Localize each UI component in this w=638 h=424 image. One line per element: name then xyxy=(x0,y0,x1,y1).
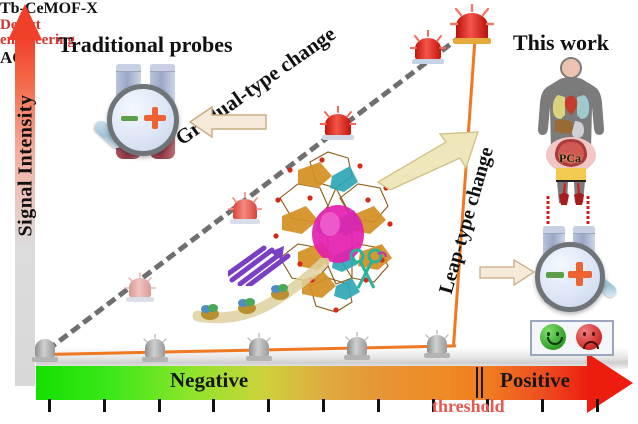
x-axis-tick xyxy=(596,399,599,412)
beacon-off-1 xyxy=(30,334,60,362)
beacon-leap-top xyxy=(450,4,494,44)
result-plus-icon-horizontal xyxy=(568,271,592,278)
arrow-left-to-traditional xyxy=(188,105,268,139)
x-axis-ticks xyxy=(36,399,634,415)
x-axis-label-positive: Positive xyxy=(500,368,570,392)
y-axis: Signal Intensity xyxy=(8,4,42,386)
happy-face-icon xyxy=(540,324,566,350)
sad-face-icon xyxy=(576,324,602,350)
y-axis-arrowhead xyxy=(8,4,42,40)
x-axis-tick xyxy=(431,399,435,412)
beacon-bright-4 xyxy=(320,106,356,140)
excitation-arrows-icon xyxy=(228,245,291,286)
page-title-this-work: This work xyxy=(513,30,609,55)
x-axis xyxy=(36,353,634,413)
y-axis-shaft xyxy=(15,38,35,386)
x-axis-tick xyxy=(48,399,51,412)
verdict-box xyxy=(530,320,614,356)
beacon-off-flat-4 xyxy=(422,330,452,358)
plus-icon-horizontal xyxy=(144,115,166,121)
result-minus-icon xyxy=(546,272,564,278)
arrow-right-to-result xyxy=(478,258,536,287)
traditional-probe-illustration xyxy=(92,60,218,180)
mof-material-label: Tb-CeMOF-X xyxy=(0,0,98,17)
arrow-center-to-leap xyxy=(374,128,482,191)
pca-label: PCa xyxy=(559,151,581,165)
human-body-diagram: PCa xyxy=(525,55,617,206)
beacon-faint-2 xyxy=(124,272,156,302)
threshold-label: threshold xyxy=(432,396,505,416)
x-axis-tick xyxy=(486,399,490,412)
x-axis-arrowhead xyxy=(587,353,633,413)
x-axis-label-negative: Negative xyxy=(170,368,249,392)
this-work-result-illustration xyxy=(533,222,638,322)
x-axis-tick xyxy=(322,399,325,412)
mof-crystal-structure xyxy=(240,140,420,320)
acp-substrate-arrow xyxy=(192,258,330,324)
scissors-icon xyxy=(348,248,388,297)
x-axis-tick xyxy=(267,399,271,412)
page-title-traditional-probes: Traditional probes xyxy=(58,32,233,57)
x-axis-tick xyxy=(376,399,380,412)
magnifier-lens xyxy=(107,84,179,156)
beacon-off-flat-2 xyxy=(244,333,274,361)
beacon-medium-3 xyxy=(228,192,262,224)
result-magnifier-lens xyxy=(535,242,605,312)
x-axis-tick xyxy=(212,399,216,412)
x-axis-tick xyxy=(541,399,545,412)
beacon-off-flat-3 xyxy=(342,332,372,360)
y-axis-label: Signal Intensity xyxy=(14,94,37,237)
beacon-off-flat-1 xyxy=(140,334,170,362)
x-axis-tick xyxy=(102,399,106,412)
beacon-bright-5 xyxy=(410,30,446,64)
x-axis-tick xyxy=(157,399,161,412)
blood-draw-lines xyxy=(546,196,590,228)
x-axis-shaft xyxy=(36,366,591,400)
threshold-line-b xyxy=(481,367,483,398)
threshold-line-a xyxy=(476,367,478,398)
minus-icon xyxy=(121,116,138,121)
